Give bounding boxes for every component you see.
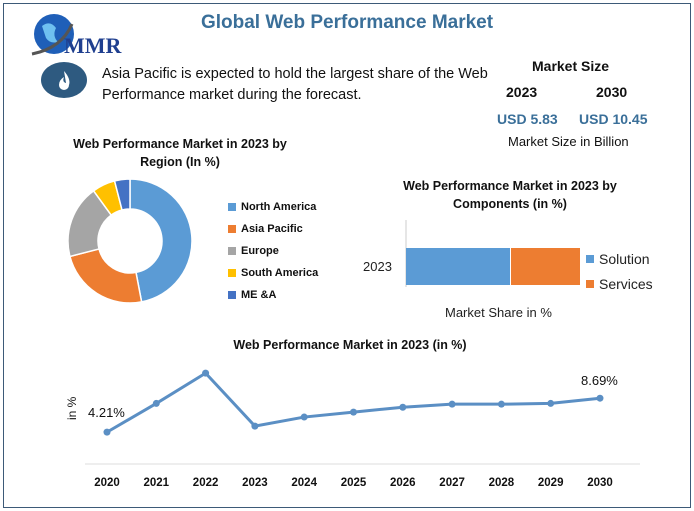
legend-label: South America [241,267,319,279]
x-tick-label: 2025 [341,477,367,489]
data-point-2028 [497,400,505,408]
market-size-label: Market Size [532,58,610,74]
x-tick-label: 2020 [94,477,120,489]
data-point-2026 [399,403,407,411]
donut-chart [67,178,193,304]
legend-item: Services [586,271,653,296]
market-size-year-end: 2030 [596,84,628,100]
x-tick-label: 2026 [390,477,416,489]
legend-swatch [228,291,236,299]
x-tick-label: 2021 [144,477,170,489]
donut-chart-title: Web Performance Market in 2023 by Region… [73,137,287,169]
data-point-2021 [152,399,160,407]
legend-item: ME &A [228,284,318,306]
legend-swatch [586,279,594,288]
legend-swatch [228,203,236,211]
market-size-value-start: USD 5.83 [497,111,558,127]
donut-slice-1 [69,248,143,304]
market-size-value-end: USD 10.45 [579,111,648,127]
legend-swatch [228,225,236,233]
data-point-2029 [547,399,555,407]
logo-text: MMR [64,33,123,58]
mmr-logo: MMR [28,10,138,60]
legend-item: South America [228,262,318,284]
page-title: Global Web Performance Market [200,12,494,33]
x-tick-label: 2022 [193,477,219,489]
bar-chart: 2023 Market Share in % [363,220,580,320]
data-label-last: 8.69% [581,373,618,388]
x-tick-label: 2028 [489,477,515,489]
line-chart: 2020 2021 2022 2023 2024 2025 2026 2027 2028 2029… [65,369,640,489]
data-label-first: 4.21% [88,405,125,420]
x-tick-label: 2029 [538,477,564,489]
legend-label: Solution [599,250,650,267]
legend-label: Europe [241,245,279,257]
data-point-2024 [300,413,308,421]
bar-segment-solution [406,248,510,285]
market-size-year-start: 2023 [506,84,538,100]
data-point-2027 [448,400,456,408]
data-point-2022 [202,369,210,377]
market-size-unit-note: Market Size in Billion [508,134,629,149]
bar-chart-title: Web Performance Market in 2023 by Compon… [403,179,617,211]
line-series [106,371,601,434]
y-axis-label: in % [65,396,79,420]
flame-icon [41,62,87,98]
bar-category-label: 2023 [363,259,392,274]
donut-slice-0 [129,178,193,303]
x-tick-label: 2030 [587,477,613,489]
x-tick-label: 2027 [439,477,465,489]
legend-label: Services [599,275,653,292]
legend-label: ME &A [241,289,277,301]
bar-segment-services [511,248,580,285]
donut-slice-4 [113,178,131,211]
legend-swatch [228,247,236,255]
line-chart-title: Web Performance Market in 2023 (in %) [233,338,467,352]
data-point-2020 [103,428,111,436]
data-point-2030 [596,394,604,402]
legend-swatch [228,269,236,277]
x-tick-label: 2023 [242,477,268,489]
data-point-2025 [350,408,357,416]
bar-legend: Solution Services [586,246,653,296]
bar-x-axis-label: Market Share in % [445,305,552,320]
donut-legend: North America Asia Pacific Europe South Ame… [228,196,318,306]
legend-item: North America [228,196,318,218]
legend-item: Europe [228,240,318,262]
infographic-frame [3,3,691,508]
data-point-2023 [251,422,259,430]
x-tick-label: 2024 [291,477,317,489]
legend-label: Asia Pacific [241,223,303,235]
legend-swatch [586,254,594,263]
legend-item: Asia Pacific [228,218,318,240]
legend-label: North America [241,201,317,213]
highlight-text: Asia Pacific is expected to hold the lar… [102,66,488,103]
legend-item: Solution [586,246,653,271]
